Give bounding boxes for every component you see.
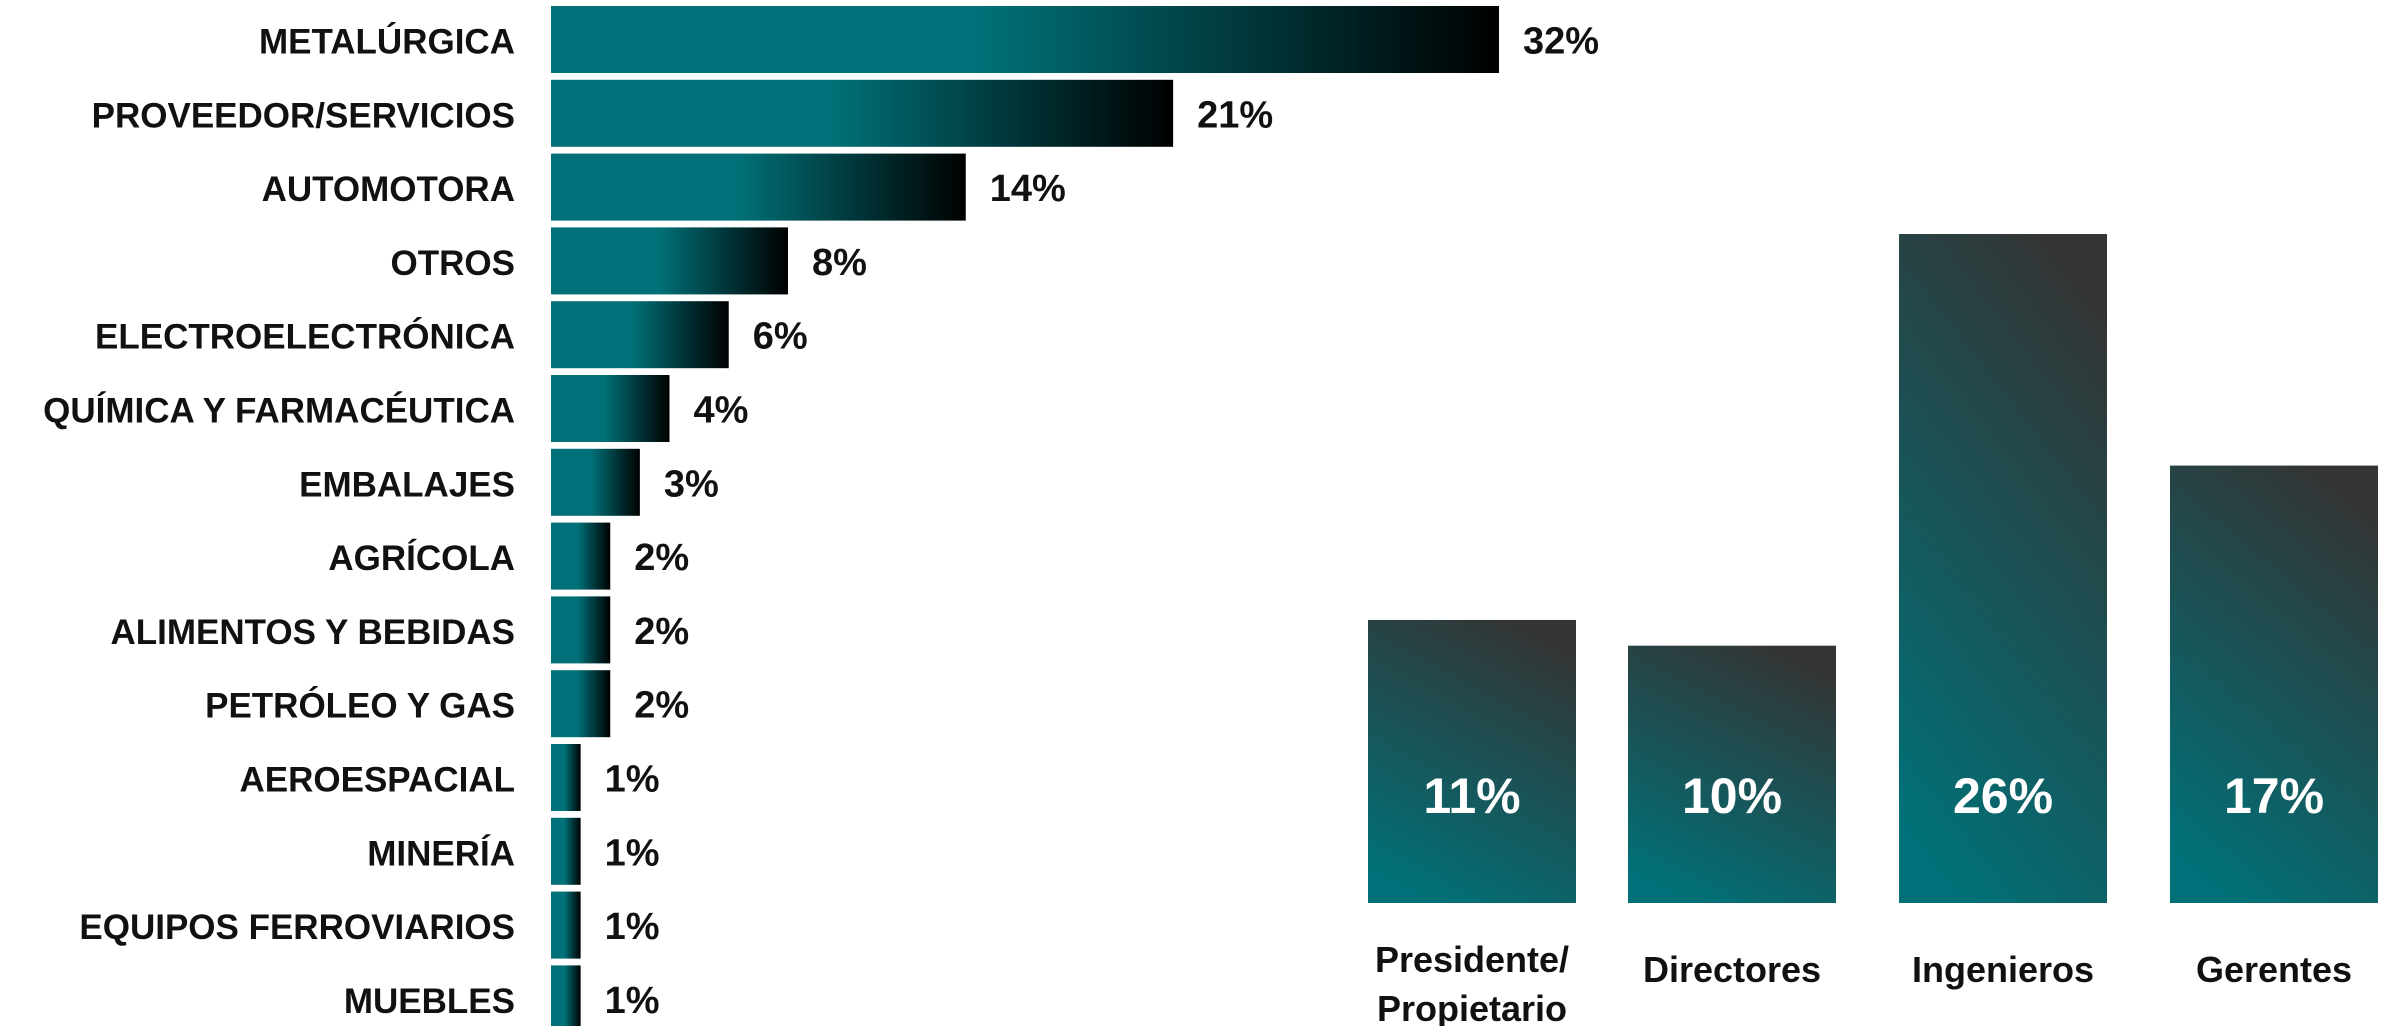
industry-bar <box>551 301 729 369</box>
industry-value-label: 8% <box>812 242 867 284</box>
position-bar <box>1628 645 1836 903</box>
position-value-label: 11% <box>1423 768 1520 824</box>
industry-label: AUTOMOTORA <box>262 170 515 209</box>
industry-label: MINERÍA <box>367 833 515 873</box>
industry-bar <box>551 891 581 959</box>
industry-value-label: 1% <box>605 906 660 948</box>
position-label: Presidente/ <box>1375 939 1569 980</box>
position-label: Directores <box>1643 949 1821 990</box>
industry-value-label: 2% <box>634 537 689 579</box>
industry-bar <box>551 79 1174 147</box>
industry-bar <box>551 448 640 516</box>
industry-bar <box>551 670 611 738</box>
position-value-label: 10% <box>1682 768 1782 824</box>
industry-label: PROVEEDOR/SERVICIOS <box>92 96 515 135</box>
industry-label: MUEBLES <box>344 982 515 1021</box>
industry-label: OTROS <box>391 244 515 283</box>
industry-label: EQUIPOS FERROVIARIOS <box>79 908 515 947</box>
position-bar <box>1899 234 2107 903</box>
industry-value-label: 6% <box>753 316 808 358</box>
industry-value-label: 1% <box>605 980 660 1022</box>
industry-value-label: 14% <box>990 168 1066 210</box>
industry-bar <box>551 522 611 590</box>
position-value-label: 26% <box>1953 768 2053 824</box>
industry-label: ELECTROELECTRÓNICA <box>95 317 515 357</box>
industry-value-label: 32% <box>1523 21 1599 63</box>
industry-value-label: 3% <box>664 463 719 505</box>
industry-bar <box>551 375 670 442</box>
industry-label: PETRÓLEO Y GAS <box>205 686 515 726</box>
industry-label: METALÚRGICA <box>259 22 515 62</box>
position-label: Propietario <box>1377 988 1567 1026</box>
industry-label: QUÍMICA Y FARMACÉUTICA <box>43 391 515 431</box>
industry-bar <box>551 965 581 1026</box>
industry-bar <box>551 6 1499 73</box>
position-value-label: 17% <box>2224 768 2324 824</box>
industry-bar <box>551 744 581 811</box>
industry-label: AEROESPACIAL <box>240 761 516 800</box>
industry-value-label: 2% <box>634 611 689 653</box>
industry-value-label: 1% <box>605 832 660 874</box>
position-bar <box>2170 465 2378 903</box>
industry-bar <box>551 596 611 664</box>
industry-bar <box>551 817 581 885</box>
position-label: Gerentes <box>2196 949 2352 990</box>
position-bar-chart: 11% Presidente/Propietario 10% Directores 26… <box>1368 234 2378 1026</box>
industry-label: ALIMENTOS Y BEBIDAS <box>110 613 515 652</box>
industry-value-label: 2% <box>634 685 689 727</box>
industry-value-label: 21% <box>1197 94 1273 136</box>
position-label: Ingenieros <box>1912 949 2094 990</box>
industry-value-label: 4% <box>694 390 749 432</box>
industry-value-label: 1% <box>605 759 660 801</box>
industry-bar <box>551 227 788 295</box>
industry-label: AGRÍCOLA <box>328 538 515 578</box>
position-bar <box>1368 619 1576 903</box>
industry-label: EMBALAJES <box>299 465 515 504</box>
industry-bar-chart: METALÚRGICA 32% PROVEEDOR/SERVICIOS 21% AUTO… <box>43 6 1599 1026</box>
industry-bar <box>551 153 966 221</box>
